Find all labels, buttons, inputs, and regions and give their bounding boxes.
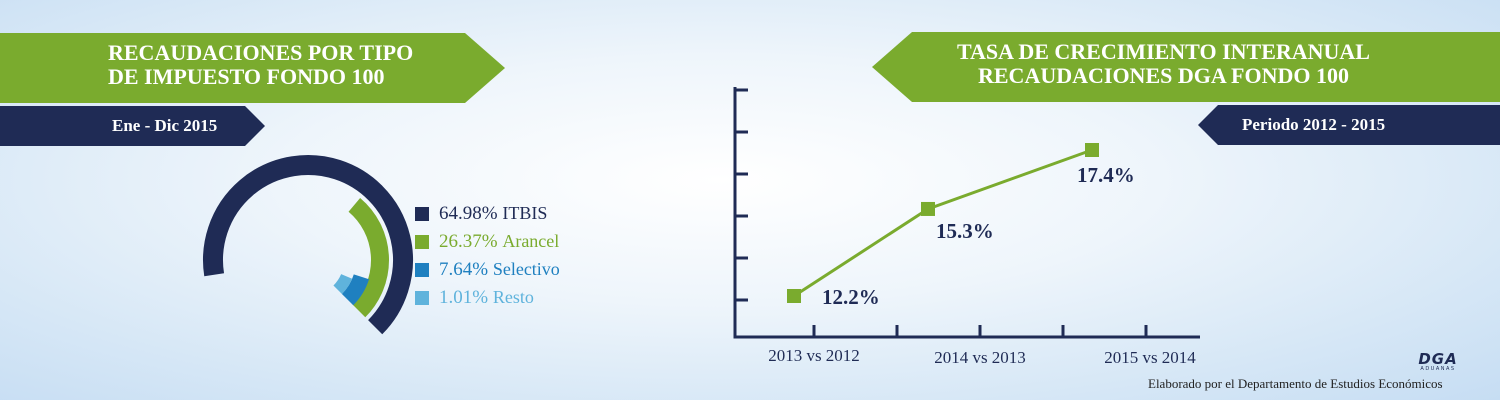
legend-category: Arancel xyxy=(502,231,560,251)
x-category-label: 2013 vs 2012 xyxy=(768,346,860,365)
radial-bar-chart xyxy=(203,155,413,335)
growth-point xyxy=(1085,143,1099,157)
legend-label: 1.01% Resto xyxy=(439,287,534,309)
dga-logo-subtext: ADUANAS xyxy=(1420,366,1456,372)
dga-logo-text: DGA xyxy=(1418,350,1458,368)
legend-label: 26.37% Arancel xyxy=(439,231,559,253)
legend-percent: 1.01% xyxy=(439,287,493,308)
right-title-line2: RECAUDACIONES DGA FONDO 100 xyxy=(978,63,1349,88)
legend-item-arancel: 26.37% Arancel xyxy=(415,228,560,256)
left-period-banner: Ene - Dic 2015 xyxy=(0,106,265,146)
ring-selectivo xyxy=(341,274,370,306)
right-title-line1: TASA DE CRECIMIENTO INTERANUAL xyxy=(957,39,1370,64)
legend-percent: 64.98% xyxy=(439,203,503,224)
footer-credit: Elaborado por el Departamento de Estudio… xyxy=(1148,376,1443,391)
left-title-banner: RECAUDACIONES POR TIPO DE IMPUESTO FONDO… xyxy=(0,33,505,103)
left-title-line2: DE IMPUESTO FONDO 100 xyxy=(108,64,385,89)
growth-data-label: 17.4% xyxy=(1077,163,1135,187)
right-period-banner: Periodo 2012 - 2015 xyxy=(1198,105,1500,145)
growth-point xyxy=(921,201,935,216)
growth-data-label: 12.2% xyxy=(822,285,880,309)
legend-percent: 26.37% xyxy=(439,231,503,252)
x-category-label: 2015 vs 2014 xyxy=(1104,348,1196,367)
legend-item-itbis: 64.98% ITBIS xyxy=(415,200,560,228)
legend-label: 64.98% ITBIS xyxy=(439,203,547,225)
legend-category: ITBIS xyxy=(502,203,548,223)
growth-line-chart: 12.2% 15.3% 17.4% 2013 vs 2012 2014 vs 2013 2… xyxy=(733,87,1200,367)
legend-category: Selectivo xyxy=(492,259,560,279)
growth-point xyxy=(787,289,801,303)
ring-resto xyxy=(333,273,353,294)
ring-arancel xyxy=(348,198,389,318)
legend-swatch xyxy=(415,263,429,277)
dga-logo: DGA ADUANAS xyxy=(1411,350,1465,373)
donut-legend: 64.98% ITBIS 26.37% Arancel 7.64% Selectiv… xyxy=(415,200,560,312)
left-period-label: Ene - Dic 2015 xyxy=(112,116,218,135)
legend-swatch xyxy=(415,291,429,305)
legend-swatch xyxy=(415,235,429,249)
ring-itbis xyxy=(203,155,413,335)
growth-data-label: 15.3% xyxy=(936,219,994,243)
legend-item-resto: 1.01% Resto xyxy=(415,284,560,312)
legend-category: Resto xyxy=(492,287,534,307)
legend-item-selectivo: 7.64% Selectivo xyxy=(415,256,560,284)
left-title-line1: RECAUDACIONES POR TIPO xyxy=(108,40,414,65)
right-period-label: Periodo 2012 - 2015 xyxy=(1242,115,1386,134)
right-title-banner: TASA DE CRECIMIENTO INTERANUAL RECAUDACI… xyxy=(872,32,1500,102)
x-category-label: 2014 vs 2013 xyxy=(934,348,1026,367)
legend-label: 7.64% Selectivo xyxy=(439,259,560,281)
legend-percent: 7.64% xyxy=(439,259,493,280)
legend-swatch xyxy=(415,207,429,221)
